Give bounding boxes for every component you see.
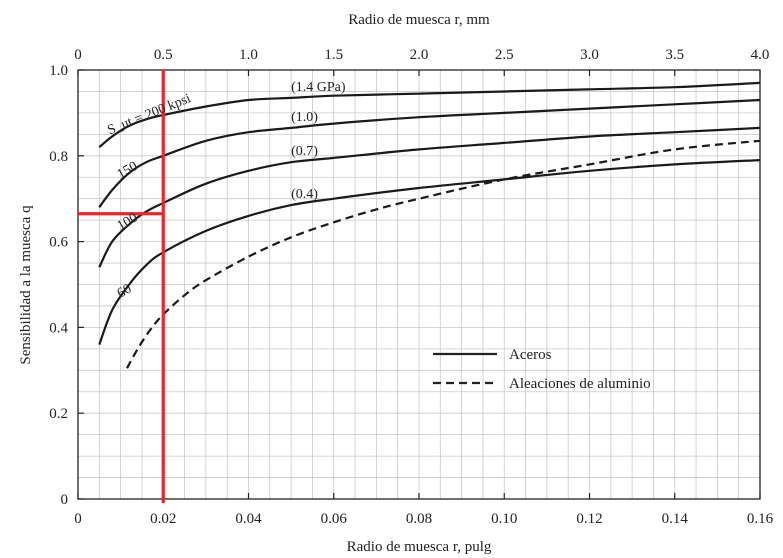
y-tick-label: 0.2 <box>49 406 68 422</box>
x-tick-label: 0.02 <box>150 511 176 527</box>
x-top-tick-label: 1.5 <box>324 47 343 63</box>
x-top-tick-label: 2.5 <box>495 47 514 63</box>
x-tick-label: 0.08 <box>406 511 432 527</box>
curve-label-left: S_ut = 200 kpsi <box>105 91 193 138</box>
curve-label-right: (1.0) <box>291 110 318 125</box>
legend-label-aluminum: Aleaciones de aluminio <box>509 376 651 392</box>
x-tick-label: 0.12 <box>576 511 602 527</box>
x-top-tick-label: 0.5 <box>154 47 173 63</box>
curve-label-right: (1.4 GPa) <box>291 80 346 95</box>
x-tick-label: 0 <box>74 511 82 527</box>
series-group <box>98 81 761 369</box>
y-tick-label: 0.4 <box>49 320 68 336</box>
grid <box>78 70 760 499</box>
series-line-steel-3 <box>98 159 761 345</box>
x-tick-label: 0.10 <box>491 511 517 527</box>
x-axis-title-top: Radio de muesca r, mm <box>348 12 490 28</box>
x-top-tick-label: 0 <box>74 47 82 63</box>
series-line-steel-2 <box>98 126 761 268</box>
x-top-tick-label: 4.0 <box>751 47 770 63</box>
x-top-tick-label: 2.0 <box>410 47 429 63</box>
curve-label-right: (0.7) <box>291 144 318 159</box>
series-line-steel-1 <box>98 98 761 208</box>
x-axis-title-bottom: Radio de muesca r, pulg <box>347 539 492 555</box>
y-axis-title: Sensibilidad a la muesca q <box>18 205 34 365</box>
x-tick-label: 0.04 <box>235 511 262 527</box>
series-line-steel-0 <box>98 81 761 149</box>
x-tick-label: 0.14 <box>662 511 689 527</box>
x-top-tick-label: 3.0 <box>580 47 599 63</box>
legend: Aceros Aleaciones de aluminio <box>433 347 651 392</box>
curve-label-right: (0.4) <box>291 187 318 202</box>
legend-label-steel: Aceros <box>509 347 552 363</box>
x-tick-label: 0.06 <box>321 511 348 527</box>
y-tick-label: 0 <box>61 492 69 508</box>
annotation-group <box>78 70 165 503</box>
x-tick-label: 0.16 <box>747 511 774 527</box>
y-tick-label: 1.0 <box>49 63 68 79</box>
curve-label-left: 60 <box>115 281 135 301</box>
curve-label-left: 150 <box>115 159 141 182</box>
y-tick-label: 0.6 <box>49 235 68 251</box>
x-top-tick-label: 3.5 <box>665 47 684 63</box>
x-top-tick-label: 1.0 <box>239 47 258 63</box>
y-tick-label: 0.8 <box>49 149 68 165</box>
axis-ticks: 0 0.02 0.04 0.06 0.08 0.10 0.12 0.14 0.16 0 0.5 1.0… <box>49 47 773 527</box>
series-line-aluminum <box>126 139 761 369</box>
